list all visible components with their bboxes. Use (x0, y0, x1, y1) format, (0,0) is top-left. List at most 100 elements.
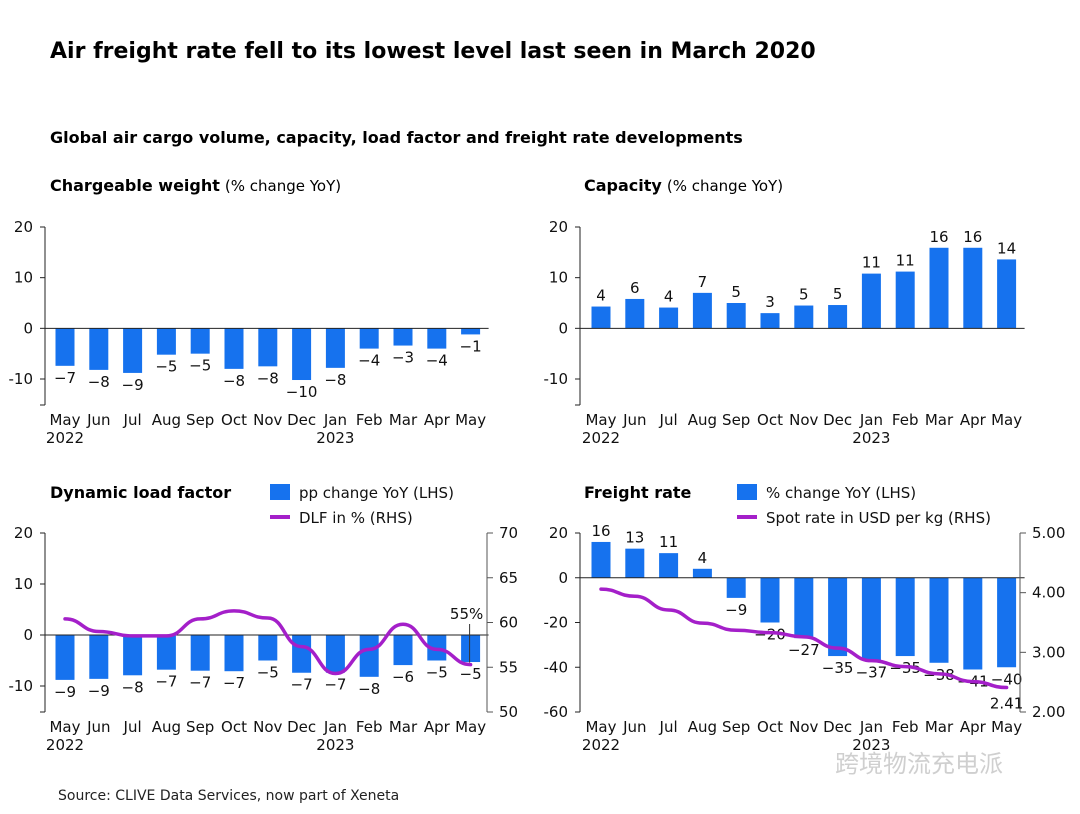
data-label: −20 (754, 626, 786, 644)
data-label: −5 (189, 357, 211, 375)
bar (292, 328, 312, 381)
y-tick-label: 20 (14, 218, 33, 236)
y-tick-label: 20 (14, 524, 33, 542)
data-label: −8 (358, 680, 380, 698)
bar (224, 328, 244, 369)
x-tick-label: Jun (622, 718, 646, 736)
bar (760, 313, 780, 329)
watermark: 跨境物流充电派 (835, 750, 1003, 778)
data-label: 11 (659, 533, 678, 551)
data-label: 4 (664, 288, 674, 306)
bar (861, 577, 881, 661)
bar (258, 328, 278, 367)
bar (963, 577, 983, 670)
x-tick-label: Apr (960, 718, 987, 736)
data-label: −8 (324, 371, 346, 389)
y-tick-label: -60 (544, 703, 569, 721)
bar (929, 247, 949, 329)
y-tick-label: -10 (9, 677, 34, 695)
year-label: 2023 (316, 736, 354, 754)
source-note: Source: CLIVE Data Services, now part of… (58, 788, 399, 804)
y-tick-label: 0 (23, 319, 33, 337)
x-tick-label: Apr (960, 411, 987, 429)
data-label: −5 (257, 664, 279, 682)
bar (156, 635, 176, 670)
bar (292, 635, 312, 673)
panel-2: Capacity (% change YoY) 20 10 0 -10 4 May 6 Jun 4 J… (544, 176, 1025, 447)
bar (393, 635, 413, 666)
data-label: −4 (358, 352, 380, 370)
bar (659, 307, 679, 329)
data-label: 11 (896, 252, 915, 270)
bar (591, 541, 611, 578)
data-label: 5 (833, 285, 843, 303)
x-tick-label: May (991, 411, 1022, 429)
year-label: 2023 (852, 736, 890, 754)
data-label: −8 (223, 372, 245, 390)
bar (591, 306, 611, 329)
bar (224, 635, 244, 672)
bar (461, 635, 481, 663)
bar (89, 328, 109, 370)
data-label: −27 (788, 641, 820, 659)
x-tick-label: Jan (323, 718, 347, 736)
x-tick-label: Nov (253, 411, 282, 429)
x-tick-label: Feb (356, 411, 383, 429)
x-tick-label: Apr (424, 411, 451, 429)
x-tick-label: Oct (221, 411, 247, 429)
x-tick-label: Dec (287, 718, 316, 736)
x-tick-label: Jun (86, 411, 110, 429)
panel-3: Dynamic load factor 20 10 0 -10 −9 May −9 Jun −8 J… (9, 483, 519, 754)
y2-tick-label: 60 (499, 614, 518, 632)
data-label: −6 (392, 668, 414, 686)
x-tick-label: May (585, 411, 616, 429)
bar (55, 328, 75, 366)
data-label: −5 (426, 664, 448, 682)
data-label: −8 (88, 373, 110, 391)
chart-title: Air freight rate fell to its lowest leve… (50, 39, 816, 64)
bar (156, 328, 176, 355)
x-tick-label: Sep (722, 718, 750, 736)
data-label: 11 (862, 254, 881, 272)
data-label: 4 (596, 287, 606, 305)
y2-tick-label: 5.00 (1032, 524, 1065, 542)
x-tick-label: Mar (925, 411, 954, 429)
year-label: 2022 (46, 429, 84, 447)
y2-tick-label: 55 (499, 658, 518, 676)
x-tick-label: Feb (356, 718, 383, 736)
bar (929, 577, 949, 663)
x-tick-label: May (49, 411, 80, 429)
legend-bar-swatch (737, 484, 757, 500)
data-label: 6 (630, 279, 640, 297)
x-tick-label: Dec (823, 411, 852, 429)
y-tick-label: 10 (549, 269, 568, 287)
data-label: 4 (698, 549, 708, 567)
x-tick-label: Jul (659, 411, 678, 429)
legend-label: DLF in % (RHS) (299, 509, 413, 527)
y-tick-label: 10 (14, 269, 33, 287)
x-tick-label: Sep (722, 411, 750, 429)
data-label: −8 (257, 369, 279, 387)
bar (625, 298, 645, 329)
x-tick-label: Nov (789, 411, 818, 429)
legend-label: Spot rate in USD per kg (RHS) (766, 509, 991, 527)
x-tick-label: Oct (221, 718, 247, 736)
x-tick-label: Aug (688, 411, 717, 429)
bar (861, 273, 881, 329)
x-tick-label: Aug (152, 411, 181, 429)
y-tick-label: -40 (544, 658, 569, 676)
bar (89, 635, 109, 679)
legend-bar-swatch (270, 484, 290, 500)
panel-title: Capacity (% change YoY) (584, 176, 783, 195)
bar (427, 328, 447, 349)
line-end-label: 55% (450, 605, 483, 623)
data-label: 7 (698, 273, 708, 291)
x-tick-label: Jun (622, 411, 646, 429)
data-label: −1 (460, 337, 482, 355)
x-tick-label: Jan (859, 718, 883, 736)
panel-1: Chargeable weight (% change YoY) 20 10 0 -10 −… (9, 176, 489, 447)
x-tick-label: Aug (688, 718, 717, 736)
bar (359, 328, 379, 349)
bar (828, 305, 848, 329)
